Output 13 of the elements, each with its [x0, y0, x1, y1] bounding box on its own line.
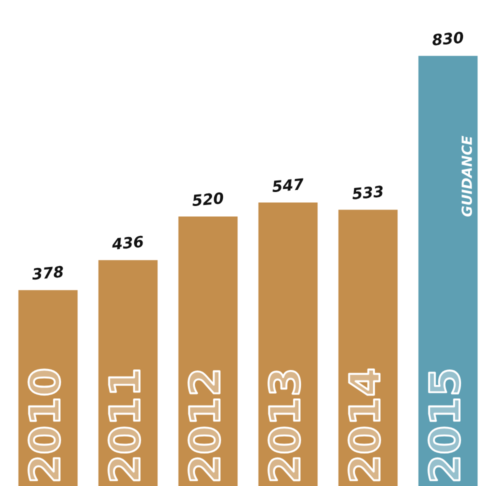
x-tick-label: 2013 [268, 370, 300, 480]
x-tick-label: 2015 [428, 370, 460, 480]
x-tick-label: 2012 [188, 371, 220, 480]
data-label: 547 [272, 178, 304, 192]
data-label: 436 [111, 236, 144, 250]
data-label: 520 [192, 192, 224, 206]
data-label: 830 [432, 31, 464, 46]
x-tick-label: 2014 [348, 370, 380, 480]
annotation: GUIDANCE [462, 136, 472, 217]
x-tick-label: 2011 [108, 370, 140, 480]
data-label: 378 [31, 266, 64, 280]
x-tick-label: 2010 [28, 370, 60, 480]
data-label: 533 [352, 185, 384, 200]
